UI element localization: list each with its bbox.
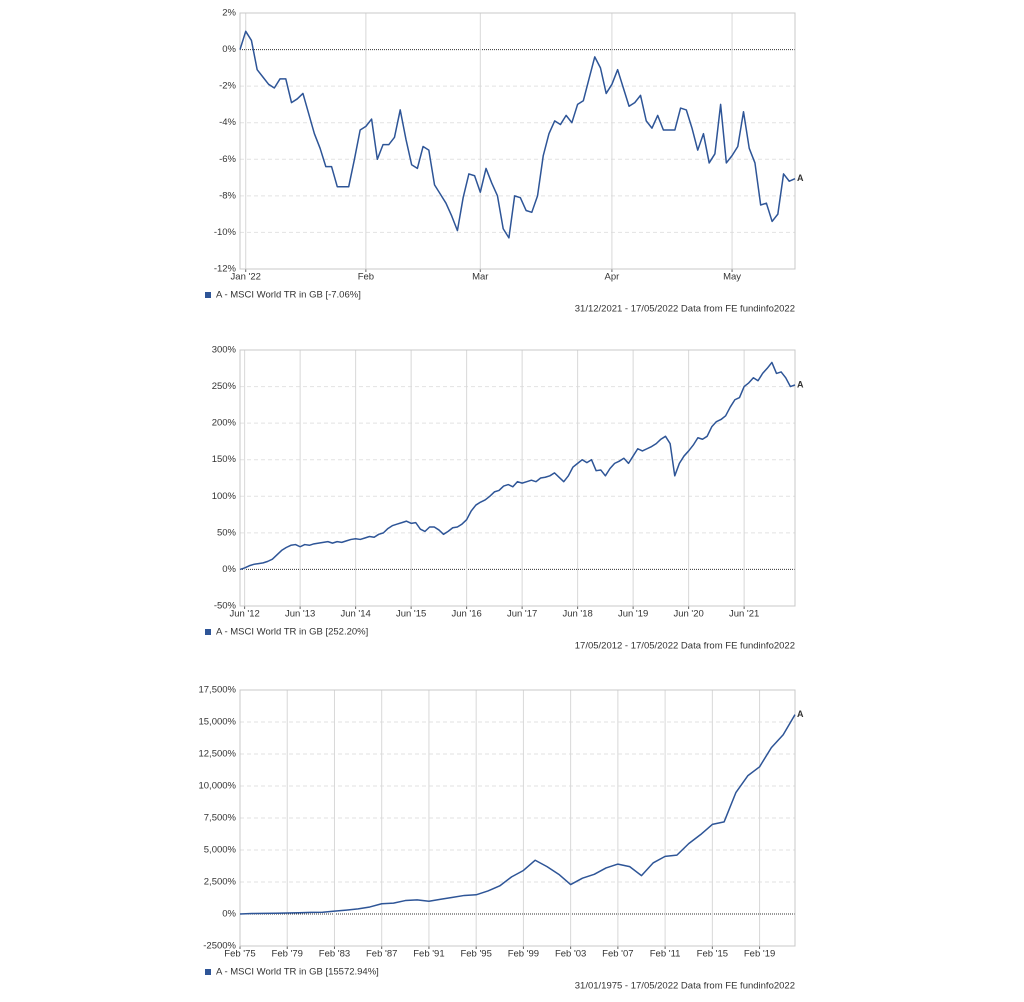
y-tick-label: -4% [219,117,236,128]
legend-label: A - MSCI World TR in GB [15572.94%] [216,967,379,978]
x-tick-label: Feb [358,272,374,283]
x-tick-label: Feb '95 [460,949,491,960]
series-line [239,361,796,571]
y-tick-label: 0% [222,44,236,55]
x-tick-label: Jan '22 [231,272,261,283]
y-tick-label: -12% [214,264,237,275]
footer: 17/05/2012 - 17/05/2022 Data from FE fun… [575,641,795,652]
y-tick-label: 100% [212,491,237,502]
x-tick-label: Jun '18 [562,609,592,620]
x-tick-label: Jun '19 [618,609,648,620]
footer: 31/01/1975 - 17/05/2022 Data from FE fun… [575,981,795,992]
y-tick-label: 15,000% [198,717,236,728]
y-tick-label: 150% [212,454,237,465]
y-tick-label: 250% [212,381,237,392]
legend-swatch [205,969,211,975]
y-tick-label: -8% [219,190,236,201]
x-tick-label: Apr [605,272,620,283]
x-tick-label: Jun '15 [396,609,426,620]
end-label: A [797,379,804,389]
y-tick-label: -10% [214,227,237,238]
x-tick-label: Jun '13 [285,609,315,620]
y-tick-label: 5,000% [204,845,237,856]
legend-label: A - MSCI World TR in GB [-7.06%] [216,290,361,301]
plot-frame [239,349,796,607]
x-tick-label: Jun '21 [729,609,759,620]
plot-frame [239,12,796,270]
y-tick-label: -2% [219,81,236,92]
y-tick-label: 17,500% [198,685,236,696]
y-tick-label: 10,000% [198,781,236,792]
series-line [239,714,796,915]
y-tick-label: -2500% [203,941,236,952]
x-tick-label: Feb '99 [508,949,539,960]
x-tick-label: Feb '19 [744,949,775,960]
x-tick-label: Feb '03 [555,949,586,960]
y-tick-label: 300% [212,345,237,356]
end-label: A [797,173,804,183]
x-tick-label: Jun '14 [340,609,370,620]
y-tick-label: 7,500% [204,813,237,824]
y-tick-label: 0% [222,564,236,575]
x-tick-label: May [723,272,741,283]
x-tick-label: Jun '17 [507,609,537,620]
x-tick-label: Feb '75 [224,949,255,960]
footer: 31/12/2021 - 17/05/2022 Data from FE fun… [575,304,795,315]
x-tick-label: Feb '11 [650,949,681,960]
x-tick-label: Feb '87 [366,949,397,960]
legend-label: A - MSCI World TR in GB [252.20%] [216,627,368,638]
x-tick-label: Feb '91 [413,949,444,960]
legend-swatch [205,629,211,635]
x-tick-label: Jun '12 [229,609,259,620]
x-tick-label: Feb '15 [697,949,728,960]
x-tick-label: Jun '16 [451,609,481,620]
y-tick-label: 200% [212,418,237,429]
x-tick-label: Feb '07 [602,949,633,960]
y-tick-label: 12,500% [198,749,236,760]
x-tick-label: Jun '20 [673,609,703,620]
y-tick-label: 50% [217,527,237,538]
y-tick-label: -50% [214,601,237,612]
legend-swatch [205,292,211,298]
y-tick-label: 2% [222,8,236,19]
y-tick-label: 0% [222,909,236,920]
x-tick-label: Feb '83 [319,949,350,960]
end-label: A [797,709,804,719]
y-tick-label: -6% [219,154,236,165]
x-tick-label: Feb '79 [272,949,303,960]
plot-frame [239,689,796,947]
x-tick-label: Mar [472,272,488,283]
series-line [239,30,796,239]
y-tick-label: 2,500% [204,877,237,888]
